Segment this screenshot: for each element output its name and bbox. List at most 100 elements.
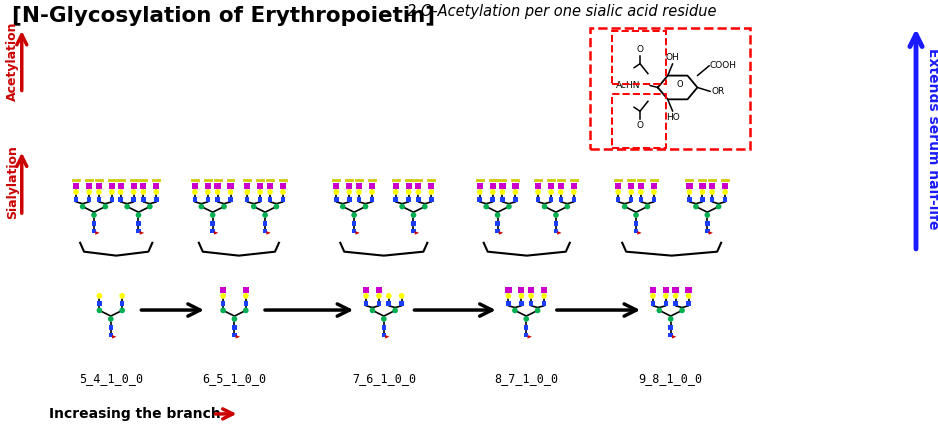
Circle shape xyxy=(96,189,101,195)
Circle shape xyxy=(376,293,382,299)
Circle shape xyxy=(363,293,369,299)
Circle shape xyxy=(97,308,102,313)
Circle shape xyxy=(125,204,130,210)
Text: [N-Glycosylation of Erythropoietin]: [N-Glycosylation of Erythropoietin] xyxy=(12,6,435,26)
Circle shape xyxy=(536,189,541,195)
Bar xyxy=(393,198,398,202)
Bar xyxy=(258,198,263,202)
Circle shape xyxy=(416,189,421,195)
Circle shape xyxy=(86,189,92,195)
Circle shape xyxy=(399,293,404,299)
Circle shape xyxy=(274,204,280,210)
Bar xyxy=(500,198,505,202)
Circle shape xyxy=(406,189,412,195)
Bar xyxy=(154,198,159,202)
Text: Increasing the branch: Increasing the branch xyxy=(50,407,221,421)
Circle shape xyxy=(528,293,534,299)
Text: Sialylation: Sialylation xyxy=(7,146,20,219)
Text: 9_8_1_0_0: 9_8_1_0_0 xyxy=(639,373,703,385)
Text: AcHN: AcHN xyxy=(615,81,640,90)
Bar xyxy=(651,301,655,306)
Bar xyxy=(352,229,356,233)
Circle shape xyxy=(73,189,79,195)
Circle shape xyxy=(565,204,570,210)
Bar xyxy=(192,198,197,202)
Circle shape xyxy=(392,308,398,313)
Circle shape xyxy=(615,189,621,195)
Bar xyxy=(74,198,79,202)
Bar xyxy=(386,301,391,306)
Bar xyxy=(553,221,558,226)
Bar xyxy=(429,198,433,202)
Bar xyxy=(136,229,141,233)
Polygon shape xyxy=(235,335,240,339)
Polygon shape xyxy=(499,231,503,235)
Circle shape xyxy=(512,308,518,313)
Circle shape xyxy=(147,204,153,210)
Bar xyxy=(109,333,113,337)
Text: Extends serum half-life: Extends serum half-life xyxy=(926,48,938,230)
Bar xyxy=(136,221,141,226)
Text: OR: OR xyxy=(711,87,724,96)
Bar xyxy=(477,198,482,202)
Circle shape xyxy=(346,189,352,195)
Text: 5_4_1_0_0: 5_4_1_0_0 xyxy=(79,373,143,385)
Text: O: O xyxy=(637,121,643,130)
Bar xyxy=(669,333,673,337)
Polygon shape xyxy=(356,231,360,235)
Bar xyxy=(244,301,248,306)
Bar xyxy=(334,198,339,202)
Polygon shape xyxy=(386,335,389,339)
Circle shape xyxy=(519,293,524,299)
Bar xyxy=(377,301,381,306)
Circle shape xyxy=(119,308,125,313)
Circle shape xyxy=(687,189,692,195)
Bar xyxy=(141,198,145,202)
Circle shape xyxy=(651,189,657,195)
Circle shape xyxy=(483,204,489,210)
Bar xyxy=(245,198,250,202)
Circle shape xyxy=(250,204,257,210)
Bar xyxy=(109,325,113,329)
Text: OH: OH xyxy=(666,53,679,62)
Circle shape xyxy=(352,212,357,218)
Bar xyxy=(571,198,576,202)
Bar xyxy=(411,229,416,233)
Circle shape xyxy=(393,189,399,195)
Bar xyxy=(416,198,420,202)
Bar xyxy=(687,301,690,306)
Bar xyxy=(688,198,691,202)
Text: 6_5_1_0_0: 6_5_1_0_0 xyxy=(203,373,266,385)
Circle shape xyxy=(506,293,511,299)
Circle shape xyxy=(108,316,113,322)
Circle shape xyxy=(571,189,577,195)
Circle shape xyxy=(109,189,114,195)
Circle shape xyxy=(243,293,249,299)
Circle shape xyxy=(192,189,198,195)
Bar xyxy=(705,221,709,226)
Polygon shape xyxy=(557,231,562,235)
Bar xyxy=(524,325,528,329)
Bar xyxy=(710,198,715,202)
Bar xyxy=(87,198,91,202)
Circle shape xyxy=(622,204,628,210)
Text: Acetylation: Acetylation xyxy=(7,21,20,100)
Circle shape xyxy=(141,189,146,195)
Bar xyxy=(411,221,416,226)
Bar xyxy=(634,229,638,233)
Polygon shape xyxy=(672,335,676,339)
Bar xyxy=(524,333,528,337)
Bar xyxy=(233,333,236,337)
Text: 7_6_1_0_0: 7_6_1_0_0 xyxy=(352,373,416,385)
Circle shape xyxy=(548,189,554,195)
Circle shape xyxy=(686,293,691,299)
Bar xyxy=(558,198,563,202)
Bar xyxy=(705,229,709,233)
Circle shape xyxy=(477,189,482,195)
Circle shape xyxy=(232,316,237,322)
Bar xyxy=(120,301,125,306)
Bar xyxy=(542,301,546,306)
Polygon shape xyxy=(637,231,642,235)
Bar xyxy=(663,301,668,306)
Text: COOH: COOH xyxy=(709,61,736,70)
